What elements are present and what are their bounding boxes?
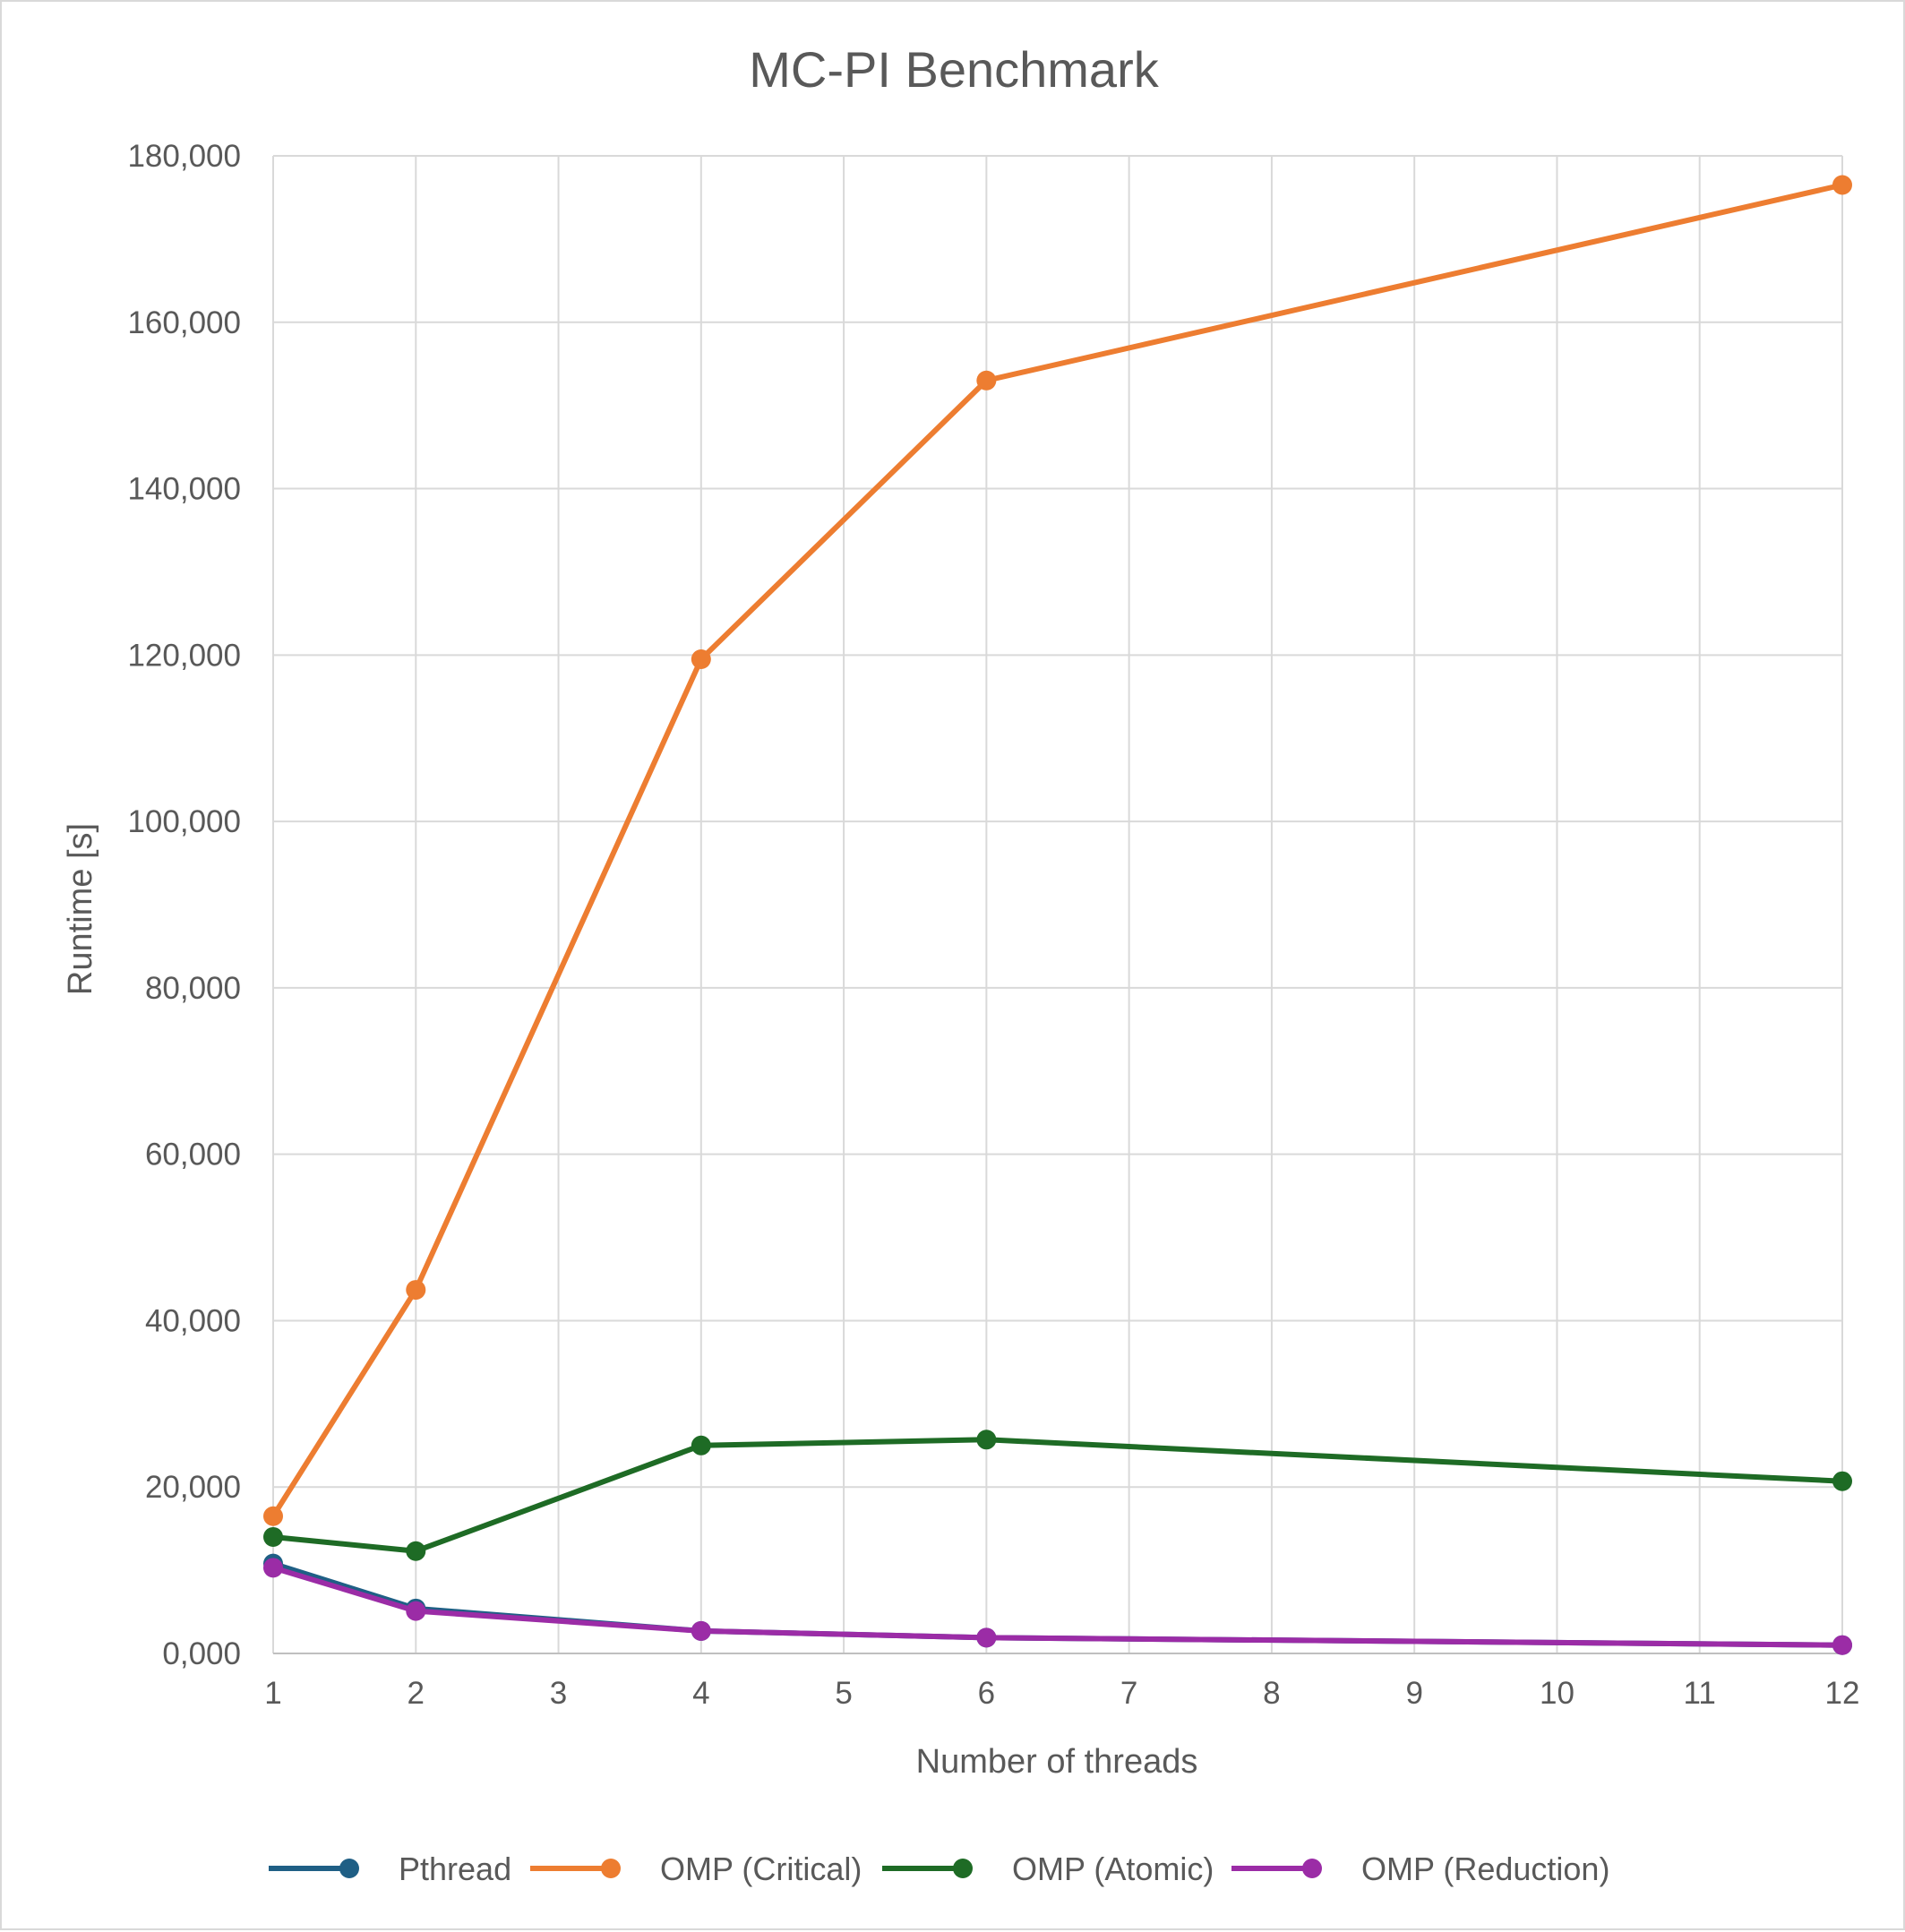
series-group	[263, 175, 1852, 1526]
x-tick-label: 5	[835, 1676, 852, 1711]
legend-item: Pthread	[269, 1850, 511, 1887]
series-line	[270, 1437, 1845, 1554]
x-axis-title: Number of threads	[916, 1743, 1198, 1781]
y-axis-ticks: 0,000 20,000 40,000 60,000 80,000 100,000 120,…	[127, 139, 241, 1671]
x-axis-ticks: 1 2 3 4 5 6 7 8 9 10 11 12	[264, 1676, 1859, 1711]
series-group	[263, 1558, 1852, 1655]
x-tick-label: 12	[1825, 1676, 1860, 1711]
series-line	[270, 1565, 1845, 1648]
data-point	[263, 1506, 283, 1526]
legend-label: OMP (Atomic)	[1012, 1850, 1214, 1887]
series-group	[263, 1430, 1852, 1561]
series-line	[270, 1560, 1845, 1648]
legend-label: OMP (Reduction)	[1361, 1850, 1609, 1887]
series-line	[270, 182, 1845, 1519]
y-tick-label: 120,000	[127, 638, 241, 673]
legend-item: OMP (Reduction)	[1231, 1850, 1609, 1887]
data-point	[406, 1280, 426, 1301]
legend-item: OMP (Atomic)	[882, 1850, 1214, 1887]
data-point	[406, 1601, 426, 1621]
chart-title: MC-PI Benchmark	[749, 41, 1159, 98]
y-tick-label: 40,000	[145, 1303, 241, 1338]
data-point	[1832, 175, 1852, 195]
legend-label: Pthread	[399, 1850, 511, 1887]
x-tick-label: 10	[1540, 1676, 1575, 1711]
y-tick-label: 160,000	[127, 305, 241, 340]
y-tick-label: 180,000	[127, 139, 241, 174]
x-tick-label: 1	[264, 1676, 281, 1711]
data-point	[691, 1620, 711, 1641]
data-point	[976, 370, 997, 391]
data-point	[263, 1526, 283, 1547]
x-tick-label: 3	[550, 1676, 567, 1711]
x-tick-label: 8	[1263, 1676, 1280, 1711]
data-point	[976, 1627, 997, 1648]
data-point	[263, 1558, 283, 1578]
data-point	[1832, 1471, 1852, 1491]
data-point	[691, 1435, 711, 1455]
y-tick-label: 60,000	[145, 1138, 241, 1172]
y-tick-label: 100,000	[127, 804, 241, 839]
data-point	[1832, 1635, 1852, 1655]
y-tick-label: 0,000	[162, 1636, 241, 1671]
x-tick-label: 7	[1120, 1676, 1137, 1711]
legend-swatch-marker	[339, 1859, 359, 1878]
x-tick-label: 6	[978, 1676, 995, 1711]
legend-swatch-marker	[953, 1859, 973, 1878]
legend: Pthread OMP (Critical) OMP (Atomic) OMP (Re…	[269, 1850, 1609, 1887]
x-tick-label: 2	[408, 1676, 425, 1711]
legend-item: OMP (Critical)	[530, 1850, 862, 1887]
legend-swatch-marker	[1302, 1859, 1322, 1878]
y-tick-label: 20,000	[145, 1470, 241, 1505]
data-point	[691, 648, 711, 669]
x-tick-label: 11	[1684, 1676, 1716, 1711]
y-tick-label: 80,000	[145, 971, 241, 1006]
x-tick-label: 9	[1405, 1676, 1422, 1711]
data-point	[976, 1430, 997, 1450]
legend-label: OMP (Critical)	[660, 1850, 862, 1887]
grid-lines	[272, 155, 1843, 1654]
y-tick-label: 140,000	[127, 472, 241, 507]
y-axis-title: Runtime [s]	[62, 823, 99, 995]
series-layer	[263, 175, 1852, 1655]
legend-swatch-marker	[601, 1859, 621, 1878]
data-point	[406, 1541, 426, 1561]
x-tick-label: 4	[692, 1676, 709, 1711]
